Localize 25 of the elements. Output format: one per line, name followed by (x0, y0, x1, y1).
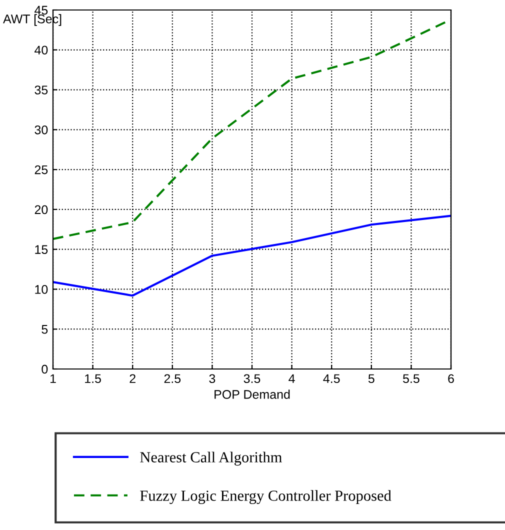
y-tick-label: 10 (35, 285, 48, 294)
y-tick-label: 25 (34, 165, 48, 174)
x-tick-label: 5.5 (403, 374, 420, 384)
line-series (53, 214, 452, 297)
legend-label: Fuzzy Logic Energy Controller Proposed (140, 490, 392, 504)
y-tick-label: 40 (34, 46, 48, 55)
x-tick-label: 4.5 (323, 374, 340, 384)
y-tick-label: 20 (34, 205, 48, 214)
x-tick-label: 3.5 (244, 374, 260, 384)
x-tick-label: 5 (368, 374, 374, 384)
legend-label: Nearest Call Algorithm (140, 452, 282, 466)
x-tick-label: 1 (50, 374, 56, 383)
x-tick-label: 4 (288, 374, 295, 383)
x-tick-label: 2.5 (164, 374, 181, 384)
y-tick-label: 30 (34, 125, 48, 134)
y-tick-label: 5 (42, 325, 48, 334)
x-tick-label: 6 (448, 374, 454, 384)
y-tick-label: 45 (34, 6, 48, 15)
x-tick-label: 3 (209, 374, 216, 384)
x-axis-title: POP Demand (214, 390, 290, 399)
x-tick-label: 2 (130, 374, 136, 383)
x-tick-label: 1.5 (85, 374, 101, 384)
y-tick-label: 35 (34, 86, 48, 94)
y-tick-label: 15 (35, 245, 48, 254)
y-tick-label: 0 (42, 364, 48, 374)
